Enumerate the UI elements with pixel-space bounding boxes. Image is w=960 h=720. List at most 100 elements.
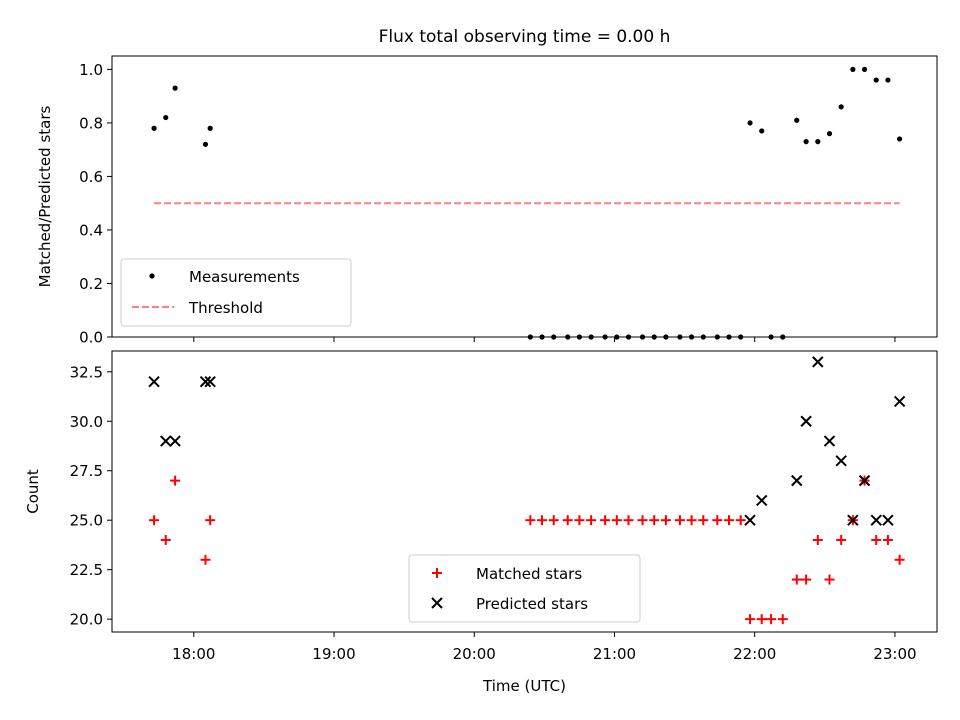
measurements-point — [151, 125, 157, 131]
matched-stars-point — [611, 515, 622, 526]
ratio-y-tick-label: 0.2 — [79, 275, 103, 293]
measurements-point — [850, 66, 856, 72]
matched-stars-point — [660, 515, 671, 526]
matched-stars-point — [674, 515, 685, 526]
count-y-tick-label: 32.5 — [70, 363, 103, 381]
matched-stars-point — [623, 515, 634, 526]
ratio-y-axis: 0.0 0.2 0.4 0.6 0.8 1.0 — [79, 61, 112, 347]
count-y-tick-label: 30.0 — [70, 413, 103, 431]
predicted-stars-point — [148, 375, 160, 388]
count-x-tick-label: 21:00 — [593, 645, 636, 663]
predicted-stars-point — [791, 474, 803, 487]
measurements-point — [838, 104, 844, 110]
count-x-axis: 18:00 19:00 20:00 21:00 22:00 23:00 — [172, 632, 917, 663]
measurements-point — [172, 85, 178, 91]
count-y-tick-label: 20.0 — [70, 611, 103, 629]
ratio-plot-frame — [111, 55, 938, 338]
ratio-legend: Measurements Threshold — [120, 258, 352, 327]
predicted-stars-point — [847, 514, 859, 526]
legend-measurements-label: Measurements — [189, 268, 300, 286]
matched-stars-point — [735, 515, 746, 526]
measurements-point — [803, 139, 809, 145]
ratio-y-tick-label: 0.4 — [79, 221, 103, 239]
ratio-x-axis — [193, 337, 896, 342]
measurements-point — [873, 77, 879, 83]
ratio-y-tick-label: 1.0 — [79, 61, 103, 79]
count-data-marks — [148, 356, 906, 625]
matched-stars-point — [205, 515, 216, 526]
matched-stars-point — [200, 554, 211, 565]
legend-matched-marker — [432, 568, 442, 578]
count-x-tick-label: 20:00 — [453, 645, 496, 663]
matched-stars-point — [712, 515, 723, 526]
predicted-stars-point — [204, 375, 216, 388]
matched-stars-point — [525, 515, 536, 526]
predicted-stars-point — [893, 395, 906, 408]
matched-stars-point — [649, 515, 660, 526]
measurements-point — [897, 136, 903, 142]
legend-threshold-label: Threshold — [188, 299, 263, 317]
matched-stars-point — [548, 515, 559, 526]
measurements-point — [202, 141, 209, 147]
chart-title: Flux total observing time = 0.00 h — [379, 27, 671, 47]
measurements-point — [759, 128, 765, 134]
matched-stars-point — [537, 515, 548, 526]
count-y-tick-label: 25.0 — [70, 512, 103, 530]
matched-stars-point — [637, 515, 648, 526]
measurements-point — [861, 66, 868, 72]
matched-stars-point — [894, 554, 905, 565]
legend-measurements-marker — [149, 273, 155, 279]
predicted-stars-point — [800, 415, 812, 427]
predicted-stars-point — [812, 356, 824, 368]
matched-stars-point — [698, 515, 709, 526]
count-plot-frame — [111, 350, 938, 633]
predicted-stars-point — [858, 474, 871, 487]
count-x-tick-label: 22:00 — [733, 645, 776, 663]
predicted-stars-point — [756, 494, 768, 507]
count-legend: Matched stars Predicted stars — [408, 554, 641, 623]
predicted-stars-point — [823, 435, 836, 447]
measurements-point — [207, 125, 213, 131]
measurements-point — [794, 117, 800, 123]
matched-stars-point — [836, 534, 847, 545]
predicted-stars-point — [744, 514, 756, 526]
measurements-point — [885, 77, 891, 83]
count-x-axis-label: Time (UTC) — [482, 677, 566, 695]
count-x-tick-label: 23:00 — [873, 645, 916, 663]
ratio-y-tick-label: 0.6 — [79, 168, 103, 186]
matched-stars-point — [777, 614, 788, 625]
matched-stars-point — [160, 534, 171, 545]
count-panel: 18:00 19:00 20:00 21:00 22:00 23:00 20.022.52… — [24, 350, 938, 695]
count-legend-box — [408, 554, 641, 623]
predicted-stars-point — [870, 514, 882, 526]
matched-stars-point — [745, 614, 756, 625]
predicted-stars-point — [882, 514, 894, 526]
legend-matched-label: Matched stars — [476, 565, 582, 583]
count-y-axis-label: Count — [24, 469, 42, 514]
legend-predicted-label: Predicted stars — [476, 595, 588, 613]
measurements-point — [747, 120, 753, 126]
matched-stars-point — [686, 515, 697, 526]
matched-stars-point — [812, 534, 823, 545]
matched-stars-point — [766, 614, 777, 625]
matched-stars-point — [600, 515, 611, 526]
ratio-legend-box — [120, 258, 352, 327]
ratio-data-marks — [151, 66, 903, 340]
measurements-point — [815, 139, 821, 145]
matched-stars-point — [562, 515, 573, 526]
measurements-point — [163, 114, 169, 121]
count-y-tick-label: 27.5 — [70, 462, 103, 480]
predicted-stars-point — [169, 435, 181, 447]
matched-stars-point — [882, 534, 893, 545]
matched-stars-point — [824, 574, 835, 585]
ratio-y-tick-label: 0.8 — [79, 114, 103, 132]
matched-stars-point — [801, 574, 812, 585]
matched-stars-point — [756, 614, 767, 625]
predicted-stars-point — [835, 455, 847, 467]
ratio-y-axis-label: Matched/Predicted stars — [36, 106, 54, 288]
matched-stars-point — [723, 515, 734, 526]
matched-stars-point — [871, 534, 882, 545]
predicted-stars-point — [160, 435, 172, 447]
matched-stars-point — [574, 515, 585, 526]
